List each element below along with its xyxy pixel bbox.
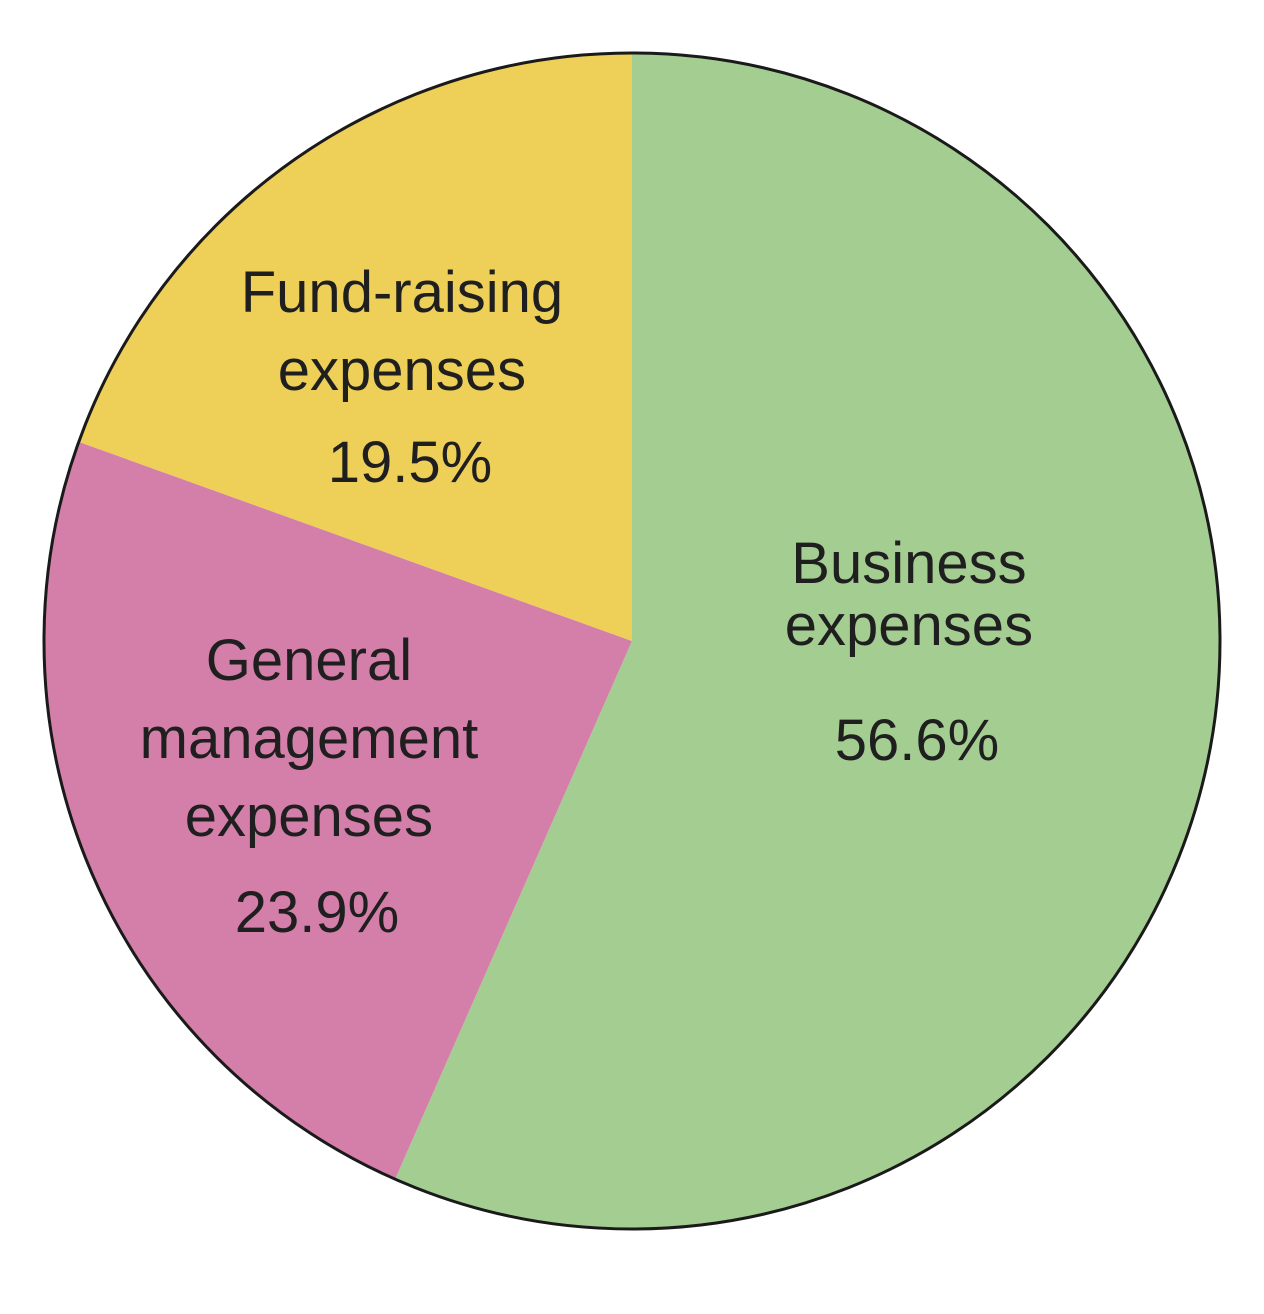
fund-raising-value-label: 19.5% <box>328 430 492 495</box>
business-label-line-1: Business <box>791 531 1026 596</box>
business-value-label: 56.6% <box>835 708 999 773</box>
business-slice <box>395 53 1220 1230</box>
fund-raising-label: Fund-raising expenses 19.5% <box>241 260 580 495</box>
business-label-line-2: expenses <box>785 593 1033 658</box>
general-management-label-line-1: General <box>206 628 412 693</box>
general-management-slice <box>43 441 633 1180</box>
general-management-value-label: 23.9% <box>235 880 399 945</box>
business-label: Business expenses 56.6% <box>785 531 1049 773</box>
general-management-label: General management expenses 23.9% <box>140 628 495 945</box>
general-management-label-line-2: management <box>140 706 479 771</box>
fund-raising-label-line-1: Fund-raising <box>241 260 563 325</box>
general-management-label-line-3: expenses <box>185 784 433 849</box>
pie-slices <box>43 53 1220 1230</box>
fund-raising-slice <box>78 53 633 641</box>
fund-raising-label-line-2: expenses <box>278 338 526 403</box>
pie-outline <box>42 51 1222 1231</box>
